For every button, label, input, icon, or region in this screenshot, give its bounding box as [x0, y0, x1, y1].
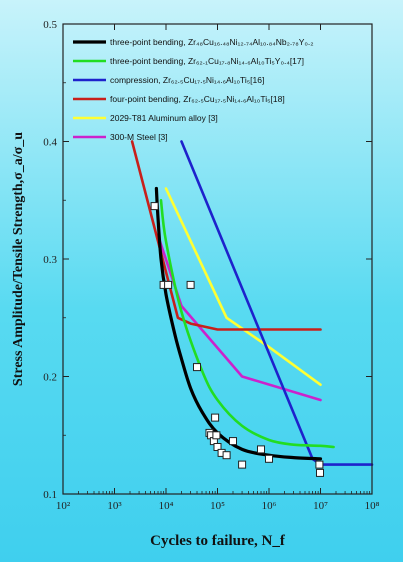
y-tick-label: 0.5 — [43, 19, 57, 31]
axes-layer: 10² 10³ 10⁴ 10⁵ 10⁶ 10⁷ 10⁸ 0.1 0.2 0.3 0.4 0.5 — [43, 19, 379, 512]
data-points-layer — [150, 202, 324, 477]
data-point — [150, 202, 159, 211]
legend-entry-4: four-point bending, Zr₆₂.₅Cu₁₇.₅Ni₁₄.₆Al… — [110, 94, 285, 104]
x-axis-title: Cycles to failure, N_f — [150, 533, 286, 549]
legend-entry-1: three-point bending, Zr₄₈Cu₁₆.₄₈Ni₁₂.₇₄A… — [110, 37, 314, 47]
legend: three-point bending, Zr₄₈Cu₁₆.₄₈Ni₁₂.₇₄A… — [73, 37, 314, 142]
data-point — [186, 280, 195, 289]
y-axis-title: Stress Amplitude/Tensile Strength,σ_a/σ_… — [11, 132, 26, 386]
data-point — [193, 363, 201, 372]
x-tick-label: 10⁶ — [262, 500, 277, 512]
legend-entry-2: three-point bending, Zr₆₂.₁Cu₁₇.₈Ni₁₄.₆A… — [110, 56, 304, 66]
series-line-6 — [156, 234, 322, 402]
data-point — [164, 280, 173, 289]
legend-entry-6: 300-M Steel [3] — [110, 132, 168, 142]
data-point — [315, 460, 324, 469]
data-point — [238, 460, 247, 469]
x-tick-label: 10⁴ — [159, 500, 174, 512]
data-point — [229, 437, 237, 446]
data-point — [265, 454, 273, 463]
y-tick-label: 0.4 — [43, 137, 57, 149]
axis-titles: Cycles to failure, N_f Stress Amplitude/T… — [11, 132, 286, 549]
y-tick-label: 0.2 — [43, 372, 57, 384]
data-point — [212, 431, 221, 440]
data-point — [211, 413, 220, 422]
legend-entry-3: compression, Zr₆₂.₅Cu₁₇.₅Ni₁₄.₆Al₁₀Ti₅[1… — [110, 75, 264, 85]
data-point — [316, 468, 324, 477]
series-line-5 — [164, 187, 322, 386]
x-tick-label: 10⁸ — [365, 500, 380, 512]
data-point — [213, 443, 222, 451]
x-tick-label: 10² — [56, 500, 71, 512]
series-line-2 — [159, 199, 335, 449]
y-tick-label: 0.1 — [43, 489, 57, 501]
series-layer — [130, 140, 374, 466]
x-tick-label: 10⁵ — [210, 500, 225, 512]
x-tick-label: 10⁷ — [313, 500, 328, 512]
data-point — [257, 445, 265, 454]
series-line-3 — [180, 140, 374, 466]
data-point — [222, 451, 231, 460]
x-tick-label: 10³ — [107, 500, 122, 512]
legend-entry-5: 2029-T81 Aluminum alloy [3] — [110, 113, 218, 123]
y-tick-label: 0.3 — [43, 254, 57, 266]
